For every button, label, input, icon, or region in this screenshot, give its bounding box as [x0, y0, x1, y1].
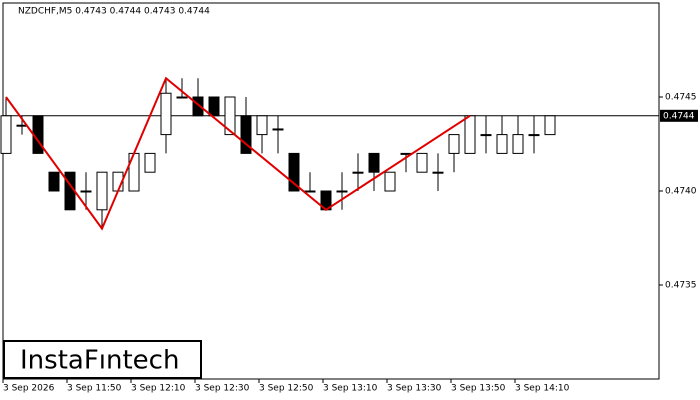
candle-body [224, 96, 236, 136]
x-tick-label: 3 Sep 14:10 [515, 384, 570, 394]
candle-body [144, 152, 156, 173]
candle-body [432, 171, 444, 174]
candle-body [336, 190, 348, 193]
candle-body [192, 96, 204, 117]
candle-body [304, 190, 316, 193]
candle-body [0, 115, 12, 154]
candle-body [240, 115, 252, 154]
candle-body [96, 171, 108, 211]
x-tick-label: 3 Sep 13:10 [323, 384, 378, 394]
candle-body [496, 134, 508, 154]
candle-body [48, 171, 60, 192]
candle-body [128, 152, 140, 192]
x-tick-label: 3 Sep 11:50 [67, 384, 122, 394]
x-tick-label: 3 Sep 2026 [3, 384, 55, 394]
x-tick-label: 3 Sep 12:10 [131, 384, 186, 394]
candle-body [512, 134, 524, 154]
candle-body [176, 96, 188, 99]
candle-body [160, 92, 172, 136]
logo: InstaFıntech [20, 346, 179, 376]
candle-body [352, 171, 364, 174]
x-tick-label: 3 Sep 13:50 [451, 384, 506, 394]
x-tick-label: 3 Sep 12:30 [195, 384, 250, 394]
candle-body [544, 115, 556, 136]
candle-body [448, 134, 460, 154]
x-tick-label: 3 Sep 13:30 [387, 384, 442, 394]
candle-body [256, 115, 268, 136]
candle-body [368, 152, 380, 173]
candle-body [528, 134, 540, 137]
candle-body [80, 190, 92, 193]
candle-body [288, 152, 300, 192]
last-price-box [660, 109, 698, 122]
candle-body [464, 115, 476, 154]
candle-body [480, 134, 492, 137]
candle-body [208, 96, 220, 117]
last-price-label: 0.4744 [663, 111, 695, 121]
y-tick-label: 0.4745 [665, 93, 697, 103]
logo-box [3, 340, 202, 379]
candle-body [384, 171, 396, 192]
pattern-line [5, 76, 471, 231]
y-tick-label: 0.4735 [665, 281, 697, 291]
y-tick-label: 0.4740 [665, 187, 697, 197]
chart-title: NZDCHF,M5 0.4743 0.4744 0.4743 0.4744 [18, 7, 210, 17]
x-tick-label: 3 Sep 12:50 [259, 384, 314, 394]
candle-body [272, 128, 284, 131]
candle-body [416, 152, 428, 173]
